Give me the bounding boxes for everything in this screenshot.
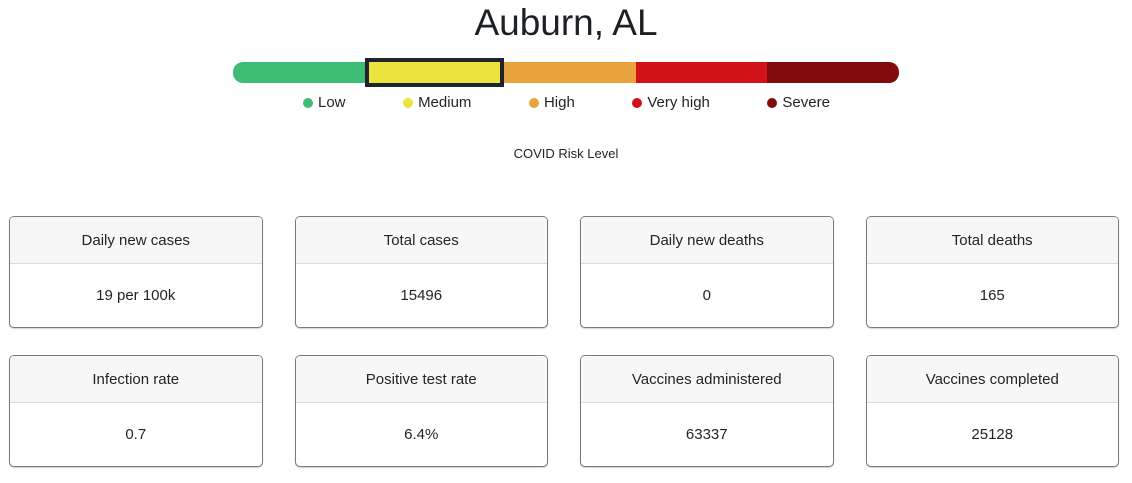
stat-card-value: 0.7 — [125, 426, 147, 444]
stat-card-infection-rate: Infection rate 0.7 — [9, 355, 263, 468]
legend-label: Low — [318, 94, 346, 112]
stat-card-vaccines-administered: Vaccines administered 63337 — [580, 355, 834, 468]
risk-segment-medium — [364, 58, 505, 88]
stat-card-value: 0 — [702, 287, 711, 305]
stat-card-label: Positive test rate — [295, 356, 547, 404]
stat-card-label: Total deaths — [866, 217, 1118, 265]
legend-label: Severe — [782, 94, 830, 112]
stat-card-value: 165 — [979, 287, 1005, 305]
stat-card-value: 25128 — [971, 426, 1014, 444]
legend-dot-icon — [767, 97, 778, 108]
risk-segment-very-high — [635, 62, 768, 84]
legend-item-high: High — [528, 94, 575, 112]
stat-card-value: 15496 — [400, 287, 443, 305]
legend-label: High — [543, 94, 575, 112]
stat-card-daily-new-deaths: Daily new deaths 0 — [580, 216, 834, 329]
stat-card-label: Vaccines administered — [581, 356, 833, 404]
risk-segment-severe — [767, 62, 899, 84]
stat-card-label: Vaccines completed — [866, 356, 1118, 404]
stat-card-vaccines-completed: Vaccines completed 25128 — [865, 355, 1119, 468]
stat-card-total-cases: Total cases 15496 — [294, 216, 548, 329]
covid-risk-level-bar — [233, 58, 899, 88]
stat-card-daily-new-cases: Daily new cases 19 per 100k — [9, 216, 263, 329]
legend-item-severe: Severe — [767, 94, 830, 111]
legend-dot-icon — [403, 97, 414, 108]
legend-item-very-high: Very high — [632, 94, 710, 111]
risk-bar-caption: COVID Risk Level — [513, 146, 619, 162]
stat-card-value: 6.4% — [404, 426, 439, 444]
stat-card-label: Total cases — [295, 217, 547, 265]
legend-label: Very high — [647, 94, 710, 112]
stat-card-value: 63337 — [685, 426, 728, 444]
legend-dot-icon — [303, 97, 313, 108]
stats-grid: Daily new cases 19 per 100k Total cases 154… — [0, 216, 1132, 468]
stat-card-value: 19 per 100k — [96, 287, 176, 305]
legend-dot-icon — [632, 97, 643, 108]
page-title: Auburn, AL — [474, 2, 658, 43]
stat-card-positive-test-rate: Positive test rate 6.4% — [294, 355, 548, 468]
legend-label: Medium — [418, 94, 472, 112]
stat-card-label: Infection rate — [10, 356, 262, 404]
risk-segment-high — [504, 62, 636, 84]
stat-card-total-deaths: Total deaths 165 — [865, 216, 1119, 329]
stat-card-label: Daily new cases — [10, 217, 262, 265]
legend-item-low: Low — [303, 94, 346, 111]
legend-item-medium: Medium — [403, 94, 471, 111]
stat-card-label: Daily new deaths — [581, 217, 833, 265]
legend-dot-icon — [528, 97, 539, 108]
risk-segment-low — [233, 62, 365, 84]
risk-level-legend: Low Medium High Very high Severe — [233, 94, 899, 111]
